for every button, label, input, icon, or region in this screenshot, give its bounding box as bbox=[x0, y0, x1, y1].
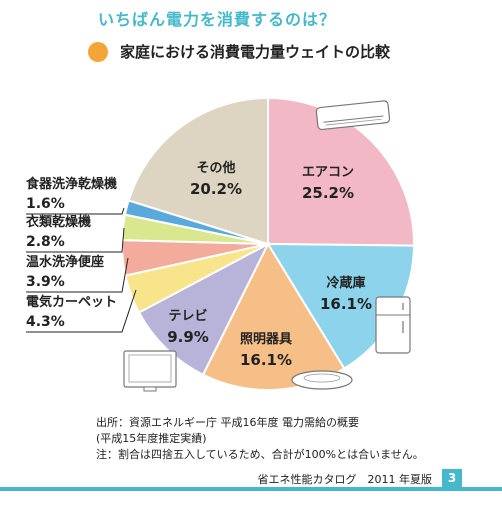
ceiling-light-icon bbox=[291, 370, 353, 390]
slice-value-label: 2.8% bbox=[26, 234, 65, 250]
slice-name-label: 衣類乾燥機 bbox=[26, 214, 91, 230]
leader-line bbox=[26, 289, 137, 333]
slice-value-label: 1.6% bbox=[26, 196, 65, 212]
pie-slice bbox=[267, 96, 415, 247]
slice-value-label: 20.2% bbox=[190, 180, 242, 198]
slice-value-label: 16.1% bbox=[320, 295, 372, 313]
slice-name-label: その他 bbox=[196, 160, 235, 176]
footer-rule bbox=[0, 487, 502, 491]
slice-value-label: 16.1% bbox=[240, 351, 292, 369]
chart-subtitle: 家庭における消費電力量ウェイトの比較 bbox=[120, 43, 391, 61]
page-footer: 省エネ性能カタログ 2011 年夏版 3 bbox=[0, 463, 502, 491]
slice-labels: エアコン 25.2% 冷蔵庫 16.1% 照明器具 16.1% テレビ 9.9% 電気カーペット… bbox=[26, 160, 372, 369]
source-line-2: (平成15年度推定実績) bbox=[96, 432, 207, 445]
slice-name-label: テレビ bbox=[168, 308, 207, 324]
slice-name-label: 電気カーペット bbox=[26, 294, 117, 310]
slice-name-label: 温水洗浄便座 bbox=[26, 254, 104, 270]
slice-name-label: 照明器具 bbox=[240, 332, 292, 347]
leader-line bbox=[26, 227, 125, 253]
pie-slice bbox=[137, 241, 271, 377]
pie-slices bbox=[121, 96, 416, 391]
orange-circle-bullet-icon bbox=[88, 41, 108, 62]
refrigerator-icon bbox=[375, 296, 411, 354]
leader-line bbox=[26, 207, 125, 215]
slice-name-label: 食器洗浄乾燥機 bbox=[26, 176, 117, 192]
source-line-1: 出所：資源エネルギー庁 平成16年度 電力需給の概要 bbox=[96, 416, 359, 429]
leader-lines bbox=[26, 207, 137, 333]
pie-chart: エアコン 25.2% 冷蔵庫 16.1% 照明器具 16.1% テレビ 9.9% 電気カーペット… bbox=[26, 96, 416, 392]
slice-value-label: 9.9% bbox=[167, 328, 209, 346]
slice-value-label: 4.3% bbox=[26, 314, 65, 330]
television-icon bbox=[123, 350, 177, 392]
catalog-title: 省エネ性能カタログ 2011 年夏版 bbox=[257, 473, 433, 486]
page-heading: いちばん電力を消費するのは？ bbox=[98, 10, 337, 29]
slice-value-label: 25.2% bbox=[302, 184, 354, 202]
pie-slice bbox=[127, 96, 269, 246]
source-note: 注：割合は四捨五入しているため、合計が100%とは合いません。 bbox=[96, 448, 424, 461]
air-conditioner-icon bbox=[315, 100, 391, 131]
chart-subtitle-row: 家庭における消費電力量ウェイトの比較 bbox=[88, 41, 390, 62]
slice-name-label: 冷蔵庫 bbox=[326, 275, 365, 291]
page-number: 3 bbox=[442, 469, 462, 487]
slice-name-label: エアコン bbox=[302, 165, 354, 180]
slice-value-label: 3.9% bbox=[26, 274, 65, 290]
leader-line bbox=[26, 257, 129, 293]
